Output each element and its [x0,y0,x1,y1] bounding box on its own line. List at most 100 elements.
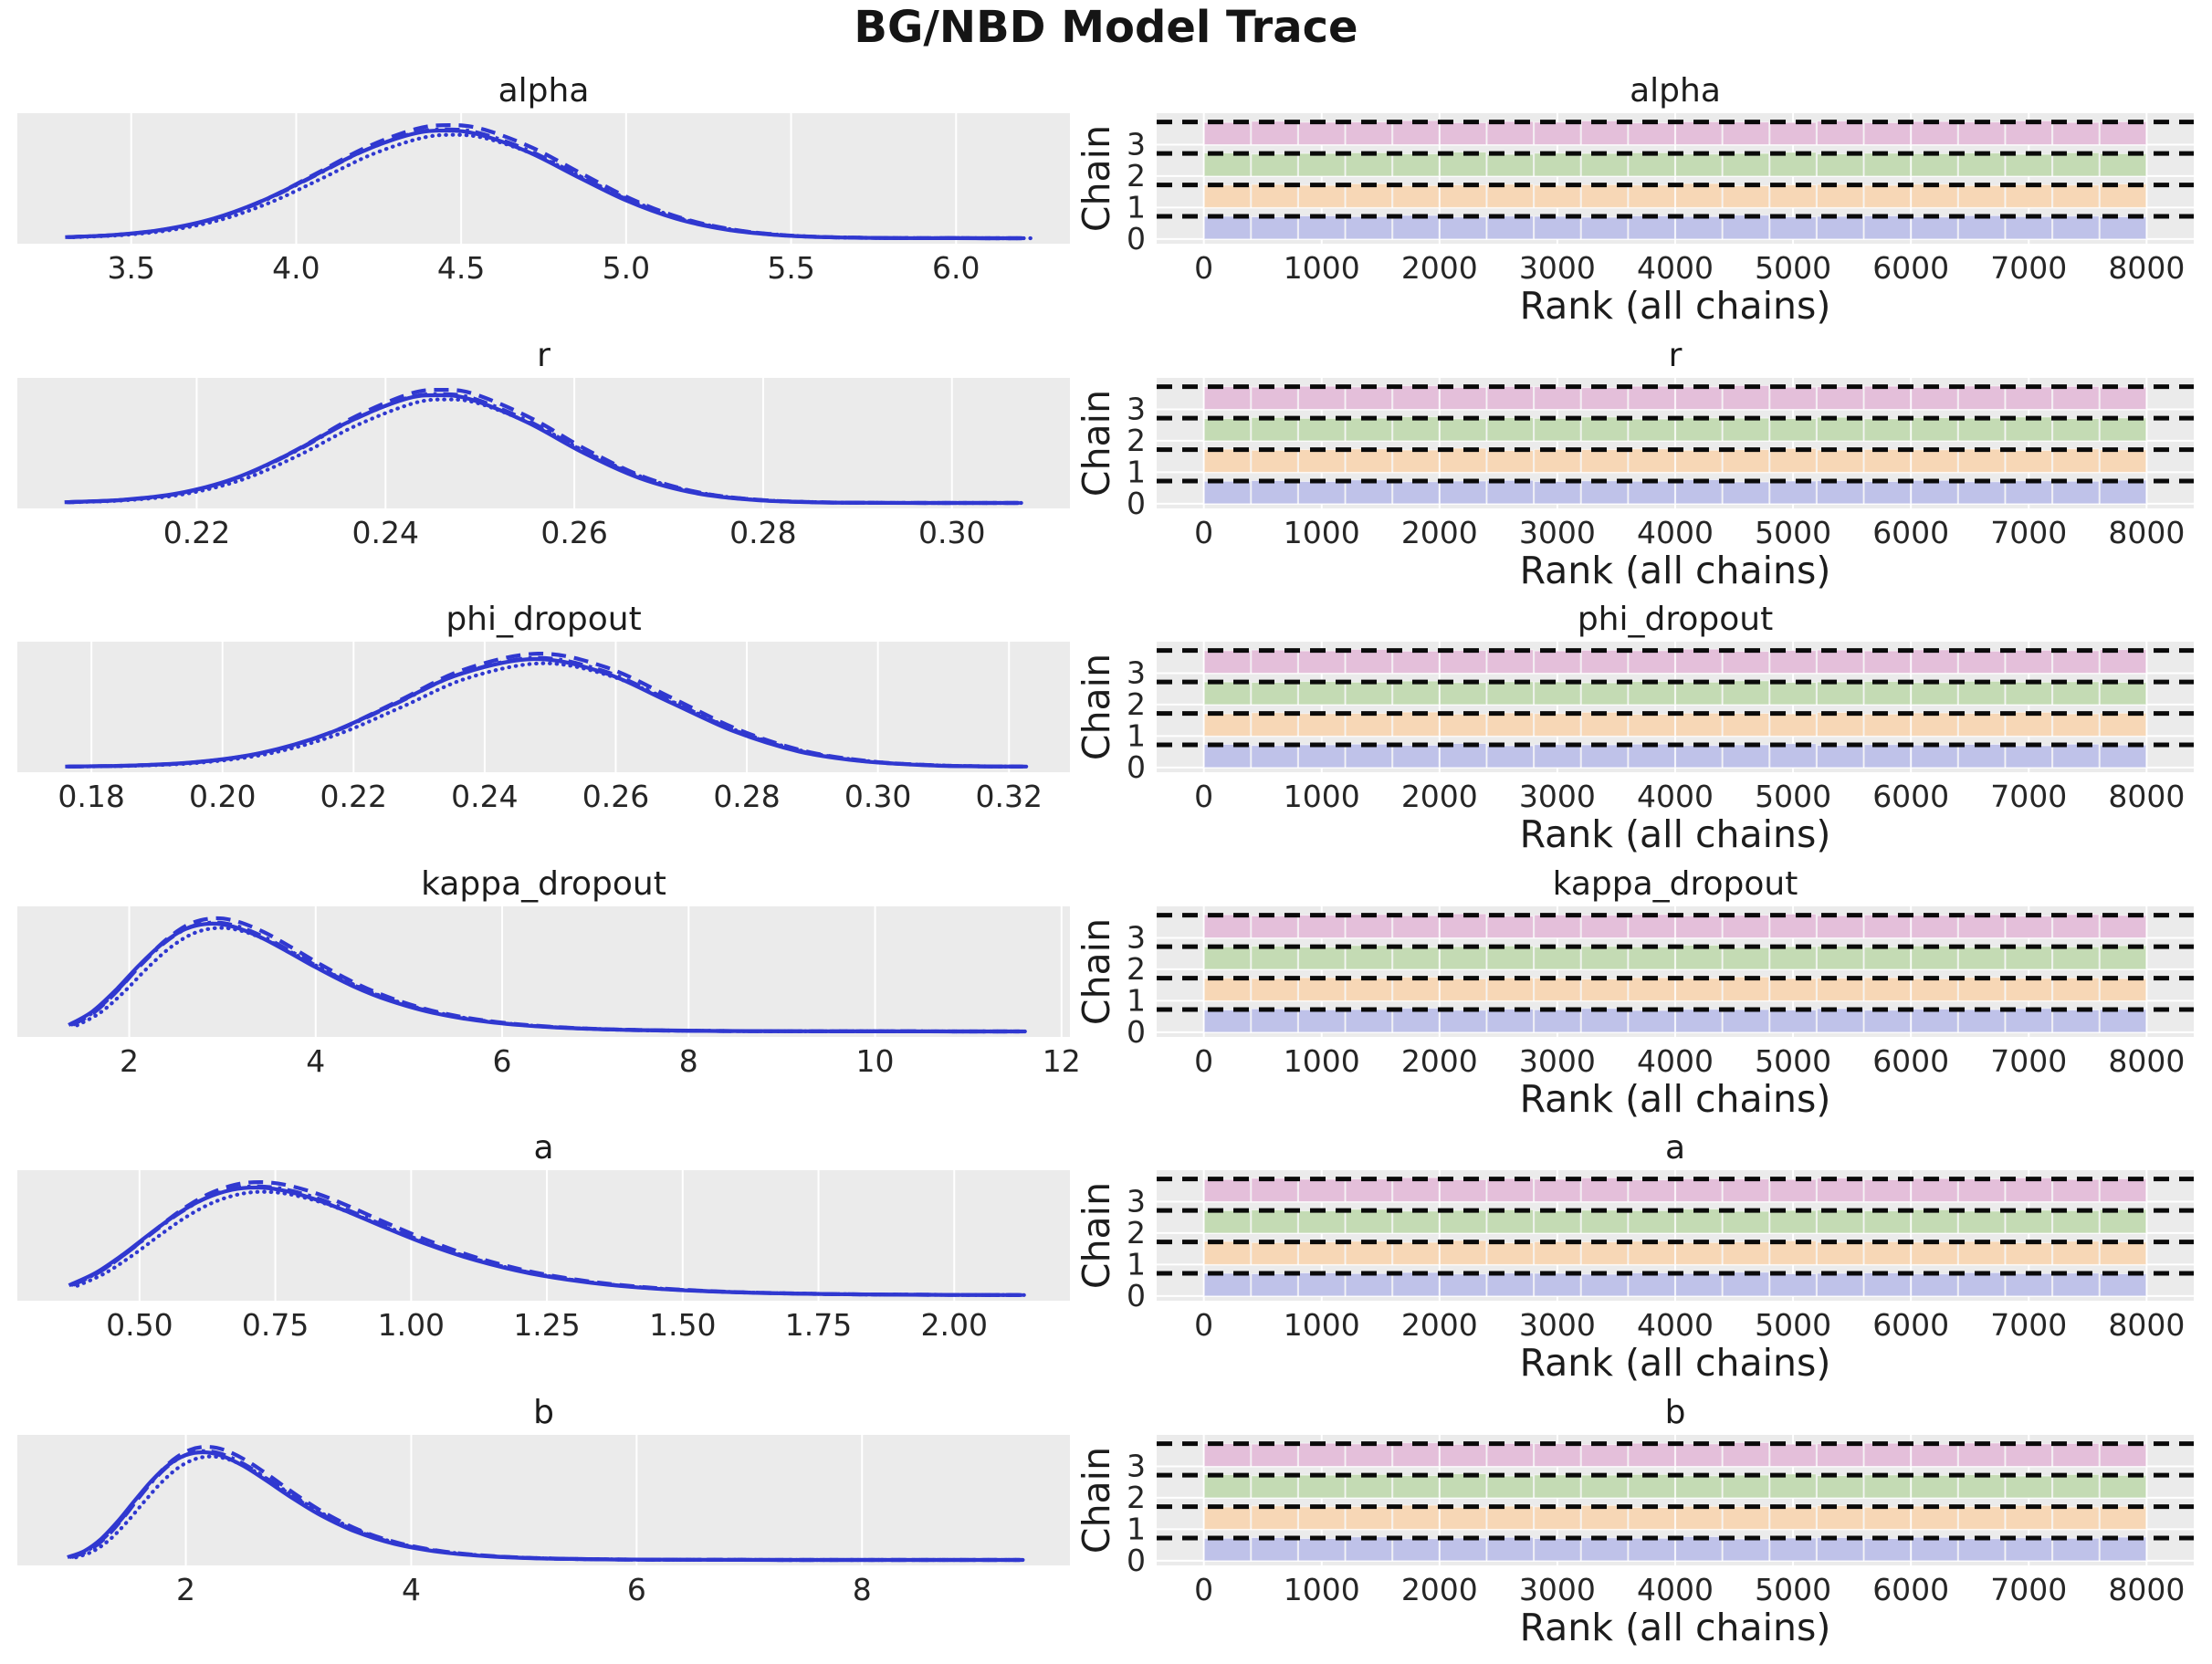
rank-bar-chain-0 [1251,216,1298,240]
rank-bar-chain-2 [2052,152,2100,177]
rank-subplot-kappa_dropout: kappa_dropout 0 1000 2000 3000 4000 5000 6000 70… [1075,865,2194,1121]
rank-bar-chain-1 [1345,183,1393,208]
rank-bar-chain-0 [1722,1538,1770,1561]
y-tick-label: 1 [1127,717,1146,753]
rank-bar-chain-0 [1298,744,1346,769]
rank-bar-chain-0 [1439,480,1487,504]
rank-bar-chain-2 [1345,152,1393,177]
x-tick-label: 2 [176,1572,195,1607]
rank-bar-chain-1 [1628,1506,1675,1530]
rank-bar-chain-0 [1251,1273,1298,1297]
rank-bar-chain-1 [1486,449,1534,473]
rank-bar-chain-1 [1345,713,1393,737]
rank-bar-chain-2 [2099,152,2147,177]
rank-bar-chain-2 [1722,1210,1770,1234]
rank-bar-chain-2 [1817,153,1864,177]
rank-bar-chain-2 [2099,1474,2147,1498]
rank-bar-chain-2 [1298,681,1346,706]
x-tick-label: 4000 [1637,515,1714,550]
rank-bar-chain-2 [1298,946,1346,969]
rank-bar-chain-1 [1580,1504,1629,1530]
rank-bar-chain-1 [2005,449,2052,473]
rank-plot-phi_dropout: phi_dropout 0 1000 2000 3000 4000 5000 6000 7000… [1075,571,2212,856]
kde-subplot-b: b 2 4 6 8 [17,1394,1070,1607]
rank-bar-chain-3 [1957,650,2006,674]
rank-bar-chain-3 [1486,1177,1534,1202]
rank-bar-chain-1 [1251,978,1298,1001]
rank-bar-chain-1 [1439,1240,1487,1265]
rank-bar-chain-3 [1628,650,1675,674]
y-tick-label: 2 [1127,686,1146,722]
y-axis-label: Chain [1075,1182,1118,1289]
rank-bar-chain-0 [1957,1537,2006,1561]
rank-bar-chain-3 [1345,121,1393,145]
rank-bar-chain-2 [1392,1210,1440,1234]
rank-bar-chain-3 [1534,650,1581,674]
rank-bar-chain-2 [2099,1209,2147,1234]
rank-bar-chain-1 [1675,1505,1723,1530]
rank-bar-chain-0 [1345,743,1393,769]
rank-bar-chain-1 [1817,712,1864,737]
rank-bar-chain-0 [1863,480,1912,504]
rank-bar-chain-2 [1675,1209,1723,1234]
rank-bar-chain-1 [1439,978,1487,1001]
rank-bar-chain-0 [1817,1008,1864,1032]
rank-bar-chain-3 [1817,385,1864,410]
rank-bar-chain-1 [1251,712,1298,737]
rank-bar-chain-0 [1203,744,1252,769]
rank-bar-chain-3 [1298,914,1346,938]
rank-bar-chain-2 [2005,415,2052,441]
x-tick-label: 2000 [1401,1572,1478,1607]
rank-bar-chain-3 [1863,914,1912,938]
rank-bar-chain-2 [1722,680,1770,706]
rank-bar-chain-0 [1769,1009,1817,1032]
rank-bar-chain-2 [1957,152,2006,177]
rank-bar-chain-1 [1392,976,1440,1001]
rank-bar-chain-3 [1675,120,1723,145]
rank-bar-chain-0 [2005,479,2052,504]
x-tick-label: 5.5 [767,250,814,286]
rank-bar-chain-1 [1957,976,2006,1001]
rank-bar-chain-2 [2099,682,2147,706]
rank-bar-chain-1 [1863,1240,1912,1265]
rank-bar-chain-2 [1203,1209,1252,1234]
rank-bar-chain-2 [1957,680,2006,706]
x-tick-label: 8000 [2108,1307,2185,1343]
rank-bar-chain-3 [1392,915,1440,938]
rank-bar-chain-3 [1203,385,1252,410]
rank-bar-chain-1 [1817,1504,1864,1530]
rank-bar-chain-1 [1580,1241,1629,1265]
rank-bar-chain-3 [1203,1442,1252,1467]
rank-bar-chain-1 [1957,184,2006,208]
y-axis-label: Chain [1075,917,1118,1024]
rank-bar-chain-0 [1817,479,1864,504]
rank-bar-chain-0 [1769,216,1817,240]
rank-bar-chain-3 [1675,1442,1723,1467]
rank-bar-chain-0 [2099,216,2147,240]
rank-bar-chain-0 [2052,743,2100,769]
rank-bar-chain-0 [1817,745,1864,769]
rank-bar-chain-2 [1439,1472,1487,1498]
kde-curve-chain-3 [70,397,1029,505]
rank-bar-chain-3 [1298,1442,1346,1467]
x-tick-label: 4000 [1637,1307,1714,1343]
rank-bar-chain-3 [1817,1177,1864,1202]
x-tick-label: 6.0 [932,250,980,286]
rank-bar-chain-0 [1251,1008,1298,1032]
rank-bar-chain-2 [2052,946,2100,969]
rank-bar-chain-0 [2005,745,2052,769]
rank-bar-chain-0 [1392,1537,1440,1561]
rank-bar-chain-1 [1392,184,1440,208]
x-tick-label: 4 [402,1572,421,1607]
rank-bar-chain-2 [1345,1473,1393,1498]
rank-bar-chain-0 [1722,481,1770,504]
rank-bar-chain-0 [1439,216,1487,240]
x-tick-label: 1000 [1284,1572,1360,1607]
rank-bar-chain-0 [2099,479,2147,504]
rank-bar-chain-3 [1863,1442,1912,1467]
rank-bar-chain-1 [1911,448,1958,473]
kde-curve-chain-2 [68,1449,1022,1562]
x-axis-label: Rank (all chains) [1520,1606,1831,1649]
rank-bar-chain-3 [1911,1443,1958,1467]
rank-bar-chain-2 [2005,1475,2052,1498]
